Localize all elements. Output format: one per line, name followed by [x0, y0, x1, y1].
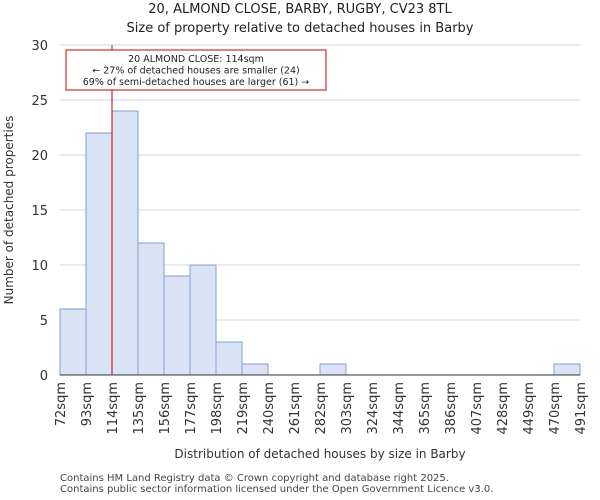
bar-156sqm: [163, 275, 191, 376]
x-tick-label: 72sqm: [54, 382, 69, 426]
y-tick-label: 30: [31, 39, 48, 54]
y-tick-label: 20: [31, 149, 48, 164]
footer-copyright: Contains HM Land Registry data © Crown c…: [60, 473, 449, 484]
histogram-chart: 0 5 10 15 20 25 30 72sqm 93sqm 114sqm 135sqm 156sq…: [2, 39, 589, 461]
bar-177sqm: [189, 264, 217, 376]
x-tick-label: 114sqm: [106, 382, 121, 435]
footer-licence: Contains public sector information licen…: [60, 484, 494, 495]
x-tick-label: 428sqm: [496, 382, 511, 435]
y-tick-label: 10: [31, 259, 48, 274]
y-ticks: 0 5 10 15 20 25 30: [31, 39, 48, 384]
bars: [59, 110, 581, 376]
annotation-line: 69% of semi-detached houses are larger (…: [83, 77, 310, 88]
x-tick-label: 282sqm: [314, 382, 329, 435]
bar-135sqm: [137, 242, 165, 376]
x-axis-label: Distribution of detached houses by size …: [174, 447, 465, 461]
bar-72sqm: [59, 308, 87, 376]
x-tick-label: 324sqm: [366, 382, 381, 435]
bar-114sqm: [111, 110, 139, 376]
y-tick-label: 15: [31, 204, 48, 219]
chart-subtitle: Size of property relative to detached ho…: [126, 21, 474, 36]
annotation-line: ← 27% of detached houses are smaller (24…: [92, 66, 299, 77]
bar-93sqm: [85, 132, 113, 376]
y-tick-label: 0: [40, 369, 48, 384]
x-tick-label: 156sqm: [158, 382, 173, 435]
annotation-box: [65, 49, 327, 91]
x-tick-label: 470sqm: [548, 382, 563, 435]
x-tick-label: 491sqm: [574, 382, 589, 435]
annotation-line: 20 ALMOND CLOSE: 114sqm: [128, 54, 264, 65]
x-tick-label: 449sqm: [522, 382, 537, 435]
y-axis-label: Number of detached properties: [2, 116, 16, 305]
x-tick-label: 261sqm: [288, 382, 303, 435]
x-tick-label: 93sqm: [80, 382, 95, 426]
y-tick-label: 25: [31, 94, 48, 109]
bar-470sqm: [553, 363, 581, 376]
x-tick-label: 177sqm: [184, 382, 199, 435]
x-tick-label: 135sqm: [132, 382, 147, 435]
x-tick-label: 344sqm: [392, 382, 407, 435]
y-tick-label: 5: [40, 314, 48, 329]
x-tick-label: 386sqm: [444, 382, 459, 435]
bar-219sqm: [241, 363, 269, 376]
bar-282sqm: [319, 363, 347, 376]
x-tick-label: 198sqm: [210, 382, 225, 435]
x-tick-label: 219sqm: [236, 382, 251, 435]
property-marker: 20 ALMOND CLOSE: 114sqm← 27% of detached…: [65, 45, 327, 375]
chart-title: 20, ALMOND CLOSE, BARBY, RUGBY, CV23 8TL: [148, 2, 452, 17]
x-tick-label: 365sqm: [418, 382, 433, 435]
x-tick-label: 303sqm: [340, 382, 355, 435]
x-tick-label: 407sqm: [470, 382, 485, 435]
x-tick-label: 240sqm: [262, 382, 277, 435]
bar-198sqm: [215, 341, 243, 376]
x-ticks: 72sqm 93sqm 114sqm 135sqm 156sqm 177sqm 198sqm…: [54, 382, 589, 435]
